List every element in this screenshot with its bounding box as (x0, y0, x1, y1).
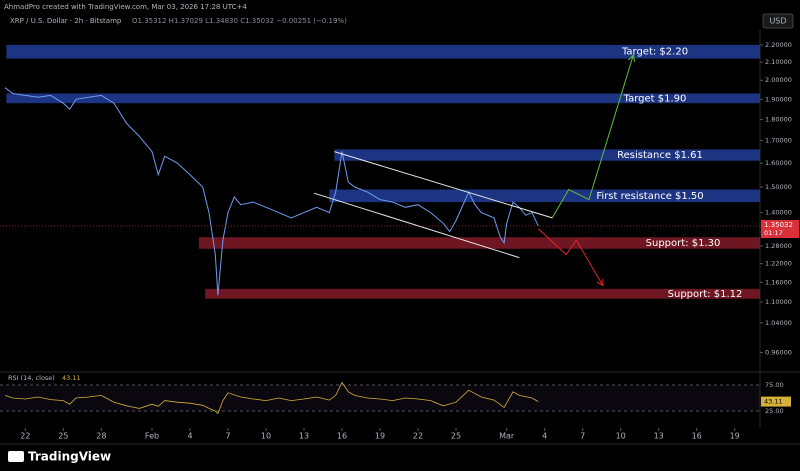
arrow-head (627, 54, 636, 63)
y-tick-label: 1.60000 (765, 159, 792, 167)
x-tick-label: 4 (187, 432, 192, 441)
arrow-head (596, 278, 604, 287)
y-tick-label: 1.16000 (765, 278, 792, 286)
rsi-tick-label: 25.00 (765, 407, 784, 415)
symbol-line: XRP / U.S. Dollar · 2h · Bitstamp (10, 17, 122, 25)
rsi-label: RSI (14, close) (8, 374, 55, 382)
x-tick-label: 10 (616, 432, 626, 441)
x-tick-label: 4 (542, 432, 547, 441)
zone (334, 149, 760, 161)
x-tick-label: 13 (299, 432, 309, 441)
y-tick-label: 2.20000 (765, 41, 792, 49)
zone (329, 189, 760, 203)
x-tick-label: 22 (413, 432, 423, 441)
currency-box[interactable] (762, 13, 794, 29)
y-tick-label: 2.00000 (765, 76, 792, 84)
drawing-line (313, 192, 520, 259)
x-tick-label: 16 (692, 432, 702, 441)
y-tick-label: 1.90000 (765, 95, 792, 103)
zone-label: Support: $1.12 (668, 289, 743, 300)
x-tick-label: 7 (580, 432, 585, 441)
rsi-value-box (761, 396, 791, 407)
price-line (4, 87, 539, 296)
zone-label: First resistance $1.50 (596, 191, 703, 202)
rsi-line (4, 381, 539, 415)
y-tick-label: 0.96000 (765, 349, 792, 357)
drawing-line (537, 228, 604, 286)
y-tick-label: 2.10000 (765, 58, 792, 66)
x-tick-label: 28 (96, 432, 106, 441)
author-line: AhmadPro created with TradingView.com, M… (4, 3, 247, 11)
rsi-tick-label: 75.00 (765, 381, 784, 389)
x-tick-label: 25 (451, 432, 461, 441)
y-tick-label: 1.50000 (765, 183, 792, 191)
zone (6, 93, 761, 104)
x-tick-label: 25 (58, 432, 68, 441)
zone-label: Resistance $1.61 (617, 150, 703, 161)
y-tick-label: 1.80000 (765, 115, 792, 123)
zone-label: Target: $2.20 (621, 47, 688, 58)
x-tick-label: 19 (730, 432, 740, 441)
x-tick-label: 16 (337, 432, 347, 441)
y-tick-label: 1.10000 (765, 298, 792, 306)
zone-label: Target $1.90 (623, 93, 687, 104)
x-tick-label: 7 (225, 432, 230, 441)
x-tick-label: 22 (20, 432, 30, 441)
x-tick-label: Feb (145, 432, 159, 441)
rsi-value-tag: 43.11 (764, 398, 783, 406)
zone (6, 44, 761, 59)
y-tick-label: 1.40000 (765, 209, 792, 217)
brand: TradingView (28, 450, 111, 464)
ohlc-line: O1.35312 H1.37029 L1.34830 C1.35032 −0.0… (132, 17, 347, 25)
brand-logo (8, 451, 24, 462)
x-tick-label: Mar (499, 432, 515, 441)
drawing-line (334, 151, 553, 219)
last-price: 1.35032 (764, 221, 793, 229)
rsi-band (0, 385, 760, 411)
y-tick-label: 1.04000 (765, 319, 792, 327)
y-tick-label: 1.22000 (765, 260, 792, 268)
x-tick-label: 10 (261, 432, 271, 441)
countdown: 01:17 (764, 229, 783, 237)
y-tick-label: 1.70000 (765, 137, 792, 145)
last-price-box (761, 219, 799, 238)
x-tick-label: 13 (654, 432, 664, 441)
y-tick-label: 1.28000 (765, 242, 792, 250)
currency[interactable]: USD (769, 17, 786, 26)
x-tick-label: 19 (375, 432, 385, 441)
drawing-line (551, 54, 634, 219)
rsi-value: 43.11 (62, 374, 81, 382)
zone (198, 237, 760, 249)
zone-label: Support: $1.30 (646, 238, 721, 249)
zone (205, 288, 760, 299)
